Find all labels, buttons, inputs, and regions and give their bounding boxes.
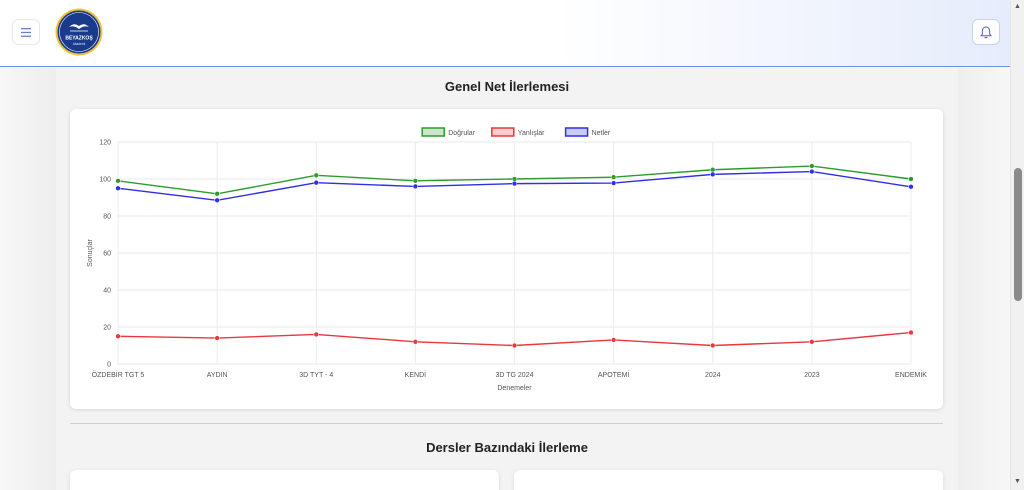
progress-line-chart: 0 20 40 60 80 100 120 ÖZDEBİR TGT 5 AYDIN 3D TYT … — [87, 127, 927, 392]
data-point — [115, 185, 121, 191]
data-point — [809, 168, 815, 175]
legend-label: Doğrular — [448, 130, 476, 137]
brand-logo[interactable]: BEYAZKOŞ Akademi — [55, 8, 103, 56]
x-tick-label: AYDIN — [207, 372, 228, 379]
data-point — [412, 183, 419, 190]
right-gutter — [958, 68, 1010, 490]
legend-label: Yanlışlar — [518, 130, 545, 137]
menu-toggle-button[interactable] — [12, 19, 40, 45]
data-point — [908, 184, 914, 190]
data-point — [710, 342, 716, 349]
data-point — [412, 178, 419, 184]
y-tick-label: 100 — [99, 177, 111, 184]
data-point — [313, 172, 319, 178]
y-tick-label: 80 — [103, 214, 111, 221]
data-point — [710, 167, 716, 173]
legend-label: Netler — [592, 130, 611, 137]
logo-subtext: Akademi — [73, 42, 86, 46]
x-axis-label: Denemeler — [497, 385, 532, 392]
data-point — [115, 333, 121, 339]
x-tick-label: ENDEMİK — [895, 370, 927, 379]
data-point — [610, 174, 617, 180]
section-divider — [70, 423, 943, 424]
courses-section-title: Dersler Bazındaki İlerleme — [426, 440, 588, 455]
x-tick-label: APOTEMİ — [598, 370, 630, 379]
data-point — [610, 337, 617, 343]
y-tick-label: 0 — [107, 362, 111, 369]
data-point — [412, 339, 419, 345]
y-axis-label: Sonuçlar — [87, 239, 94, 267]
data-point — [214, 335, 220, 341]
left-gutter — [0, 68, 56, 490]
x-tick-label: 3D TYT - 4 — [299, 372, 333, 379]
data-point — [511, 176, 518, 182]
data-point — [710, 171, 716, 178]
y-tick-label: 60 — [103, 251, 111, 258]
x-tick-label: 2023 — [804, 372, 820, 379]
y-tick-label: 40 — [103, 288, 111, 295]
course-chart-card-right — [514, 470, 943, 490]
vertical-scrollbar[interactable]: ▲ ▼ — [1010, 0, 1024, 490]
data-point — [115, 178, 121, 184]
data-point — [313, 180, 319, 186]
y-tick-label: 20 — [103, 325, 111, 332]
main-content: Genel Net İlerlemesi 0 20 40 60 80 100 120 ÖZDE… — [56, 68, 958, 490]
data-point — [610, 180, 617, 186]
y-tick-label: 120 — [99, 140, 111, 147]
data-point — [809, 339, 815, 345]
data-point — [511, 180, 518, 187]
x-tick-label: ÖZDEBİR TGT 5 — [92, 370, 145, 379]
legend-swatch — [564, 127, 589, 137]
data-point — [313, 331, 319, 338]
data-point — [908, 176, 914, 182]
scroll-down-icon[interactable]: ▼ — [1014, 478, 1021, 485]
legend-swatch — [421, 127, 445, 137]
scroll-up-icon[interactable]: ▲ — [1014, 3, 1021, 10]
data-point — [511, 342, 518, 349]
course-chart-card-left — [70, 470, 499, 490]
progress-chart-card: 0 20 40 60 80 100 120 ÖZDEBİR TGT 5 AYDIN 3D TYT … — [70, 109, 943, 409]
data-point — [908, 329, 914, 336]
data-point — [809, 163, 815, 169]
notifications-button[interactable] — [972, 19, 1000, 45]
x-tick-label: 3D TG 2024 — [495, 372, 533, 379]
top-navbar: BEYAZKOŞ Akademi — [0, 0, 1010, 67]
data-point — [214, 191, 220, 197]
hamburger-icon — [21, 27, 31, 37]
bell-icon — [980, 25, 992, 38]
x-tick-label: KENDİ — [405, 370, 426, 379]
scrollbar-thumb[interactable] — [1014, 168, 1022, 301]
data-point — [214, 197, 220, 203]
logo-text: BEYAZKOŞ — [65, 36, 93, 42]
progress-section-title: Genel Net İlerlemesi — [444, 79, 570, 94]
legend-swatch — [491, 127, 515, 137]
x-tick-label: 2024 — [705, 372, 721, 379]
